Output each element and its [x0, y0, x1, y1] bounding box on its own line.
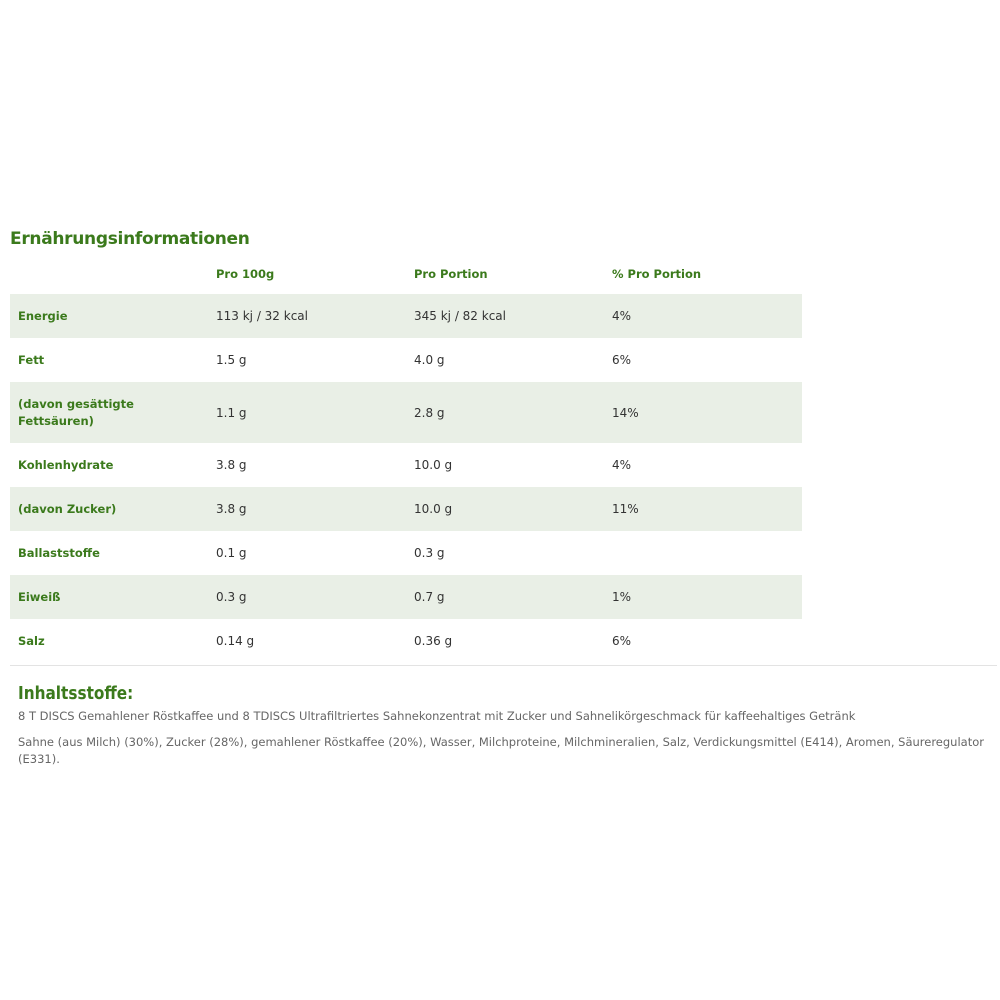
value-per-100g: 1.1 g — [208, 382, 406, 443]
table-row: Eiweiß 0.3 g 0.7 g 1% — [10, 575, 802, 619]
value-per-100g: 113 kj / 32 kcal — [208, 294, 406, 338]
value-percent-portion: 1% — [604, 575, 802, 619]
nutrient-label: (davon Zucker) — [10, 487, 208, 531]
column-header-nutrient — [10, 260, 208, 294]
value-per-portion: 0.7 g — [406, 575, 604, 619]
value-per-portion: 4.0 g — [414, 353, 445, 367]
value-percent-portion — [604, 531, 802, 575]
nutrient-label: Energie — [10, 294, 208, 338]
value-per-100g: 3.8 g — [216, 458, 247, 472]
table-header-row: Pro 100g Pro Portion % Pro Portion — [10, 260, 802, 294]
value-percent-portion: 14% — [604, 382, 802, 443]
nutrient-label: Eiweiß — [10, 575, 208, 619]
section-title: Ernährungsinformationen — [10, 229, 250, 249]
value-per-100g: 0.14 g — [216, 634, 255, 648]
value-percent-portion: 4% — [612, 458, 632, 472]
column-header-per-100g: Pro 100g — [216, 267, 275, 281]
value-per-100g: 3.8 g — [208, 487, 406, 531]
nutrient-label: Ballaststoffe — [18, 545, 100, 560]
value-percent-portion: 6% — [612, 634, 632, 648]
value-per-100g: 0.1 g — [216, 546, 247, 560]
ingredients-list: Sahne (aus Milch) (30%), Zucker (28%), g… — [18, 735, 984, 766]
nutrient-label: Salz — [18, 633, 45, 648]
column-header-percent-portion: % Pro Portion — [612, 267, 702, 281]
nutrient-label: Fett — [18, 352, 45, 367]
nutrition-table: Pro 100g Pro Portion % Pro Portion Energ… — [10, 260, 802, 663]
divider — [10, 665, 997, 666]
ingredients-description: 8 T DISCS Gemahlener Röstkaffee und 8 TD… — [18, 709, 856, 723]
nutrient-label: Kohlenhydrate — [18, 457, 114, 472]
value-per-portion: 10.0 g — [406, 487, 604, 531]
column-header-per-portion: Pro Portion — [414, 267, 488, 281]
table-row: Fett 1.5 g 4.0 g 6% — [10, 338, 802, 382]
value-per-100g: 1.5 g — [216, 353, 247, 367]
value-per-100g: 0.3 g — [208, 575, 406, 619]
value-per-portion: 345 kj / 82 kcal — [406, 294, 604, 338]
table-row: Salz 0.14 g 0.36 g 6% — [10, 619, 802, 663]
value-per-portion: 0.36 g — [414, 634, 453, 648]
value-per-portion: 0.3 g — [414, 546, 445, 560]
value-per-portion: 2.8 g — [406, 382, 604, 443]
table-row: Ballaststoffe 0.1 g 0.3 g — [10, 531, 802, 575]
nutrient-label: (davon gesättigte Fettsäuren) — [10, 382, 208, 443]
value-per-portion: 10.0 g — [414, 458, 453, 472]
ingredients-title: Inhaltsstoffe: — [18, 683, 134, 704]
value-percent-portion: 11% — [604, 487, 802, 531]
table-row: (davon Zucker) 3.8 g 10.0 g 11% — [10, 487, 802, 531]
table-row: Kohlenhydrate 3.8 g 10.0 g 4% — [10, 443, 802, 487]
value-percent-portion: 6% — [612, 353, 632, 367]
value-percent-portion: 4% — [604, 294, 802, 338]
table-row: Energie 113 kj / 32 kcal 345 kj / 82 kcal 4… — [10, 294, 802, 338]
